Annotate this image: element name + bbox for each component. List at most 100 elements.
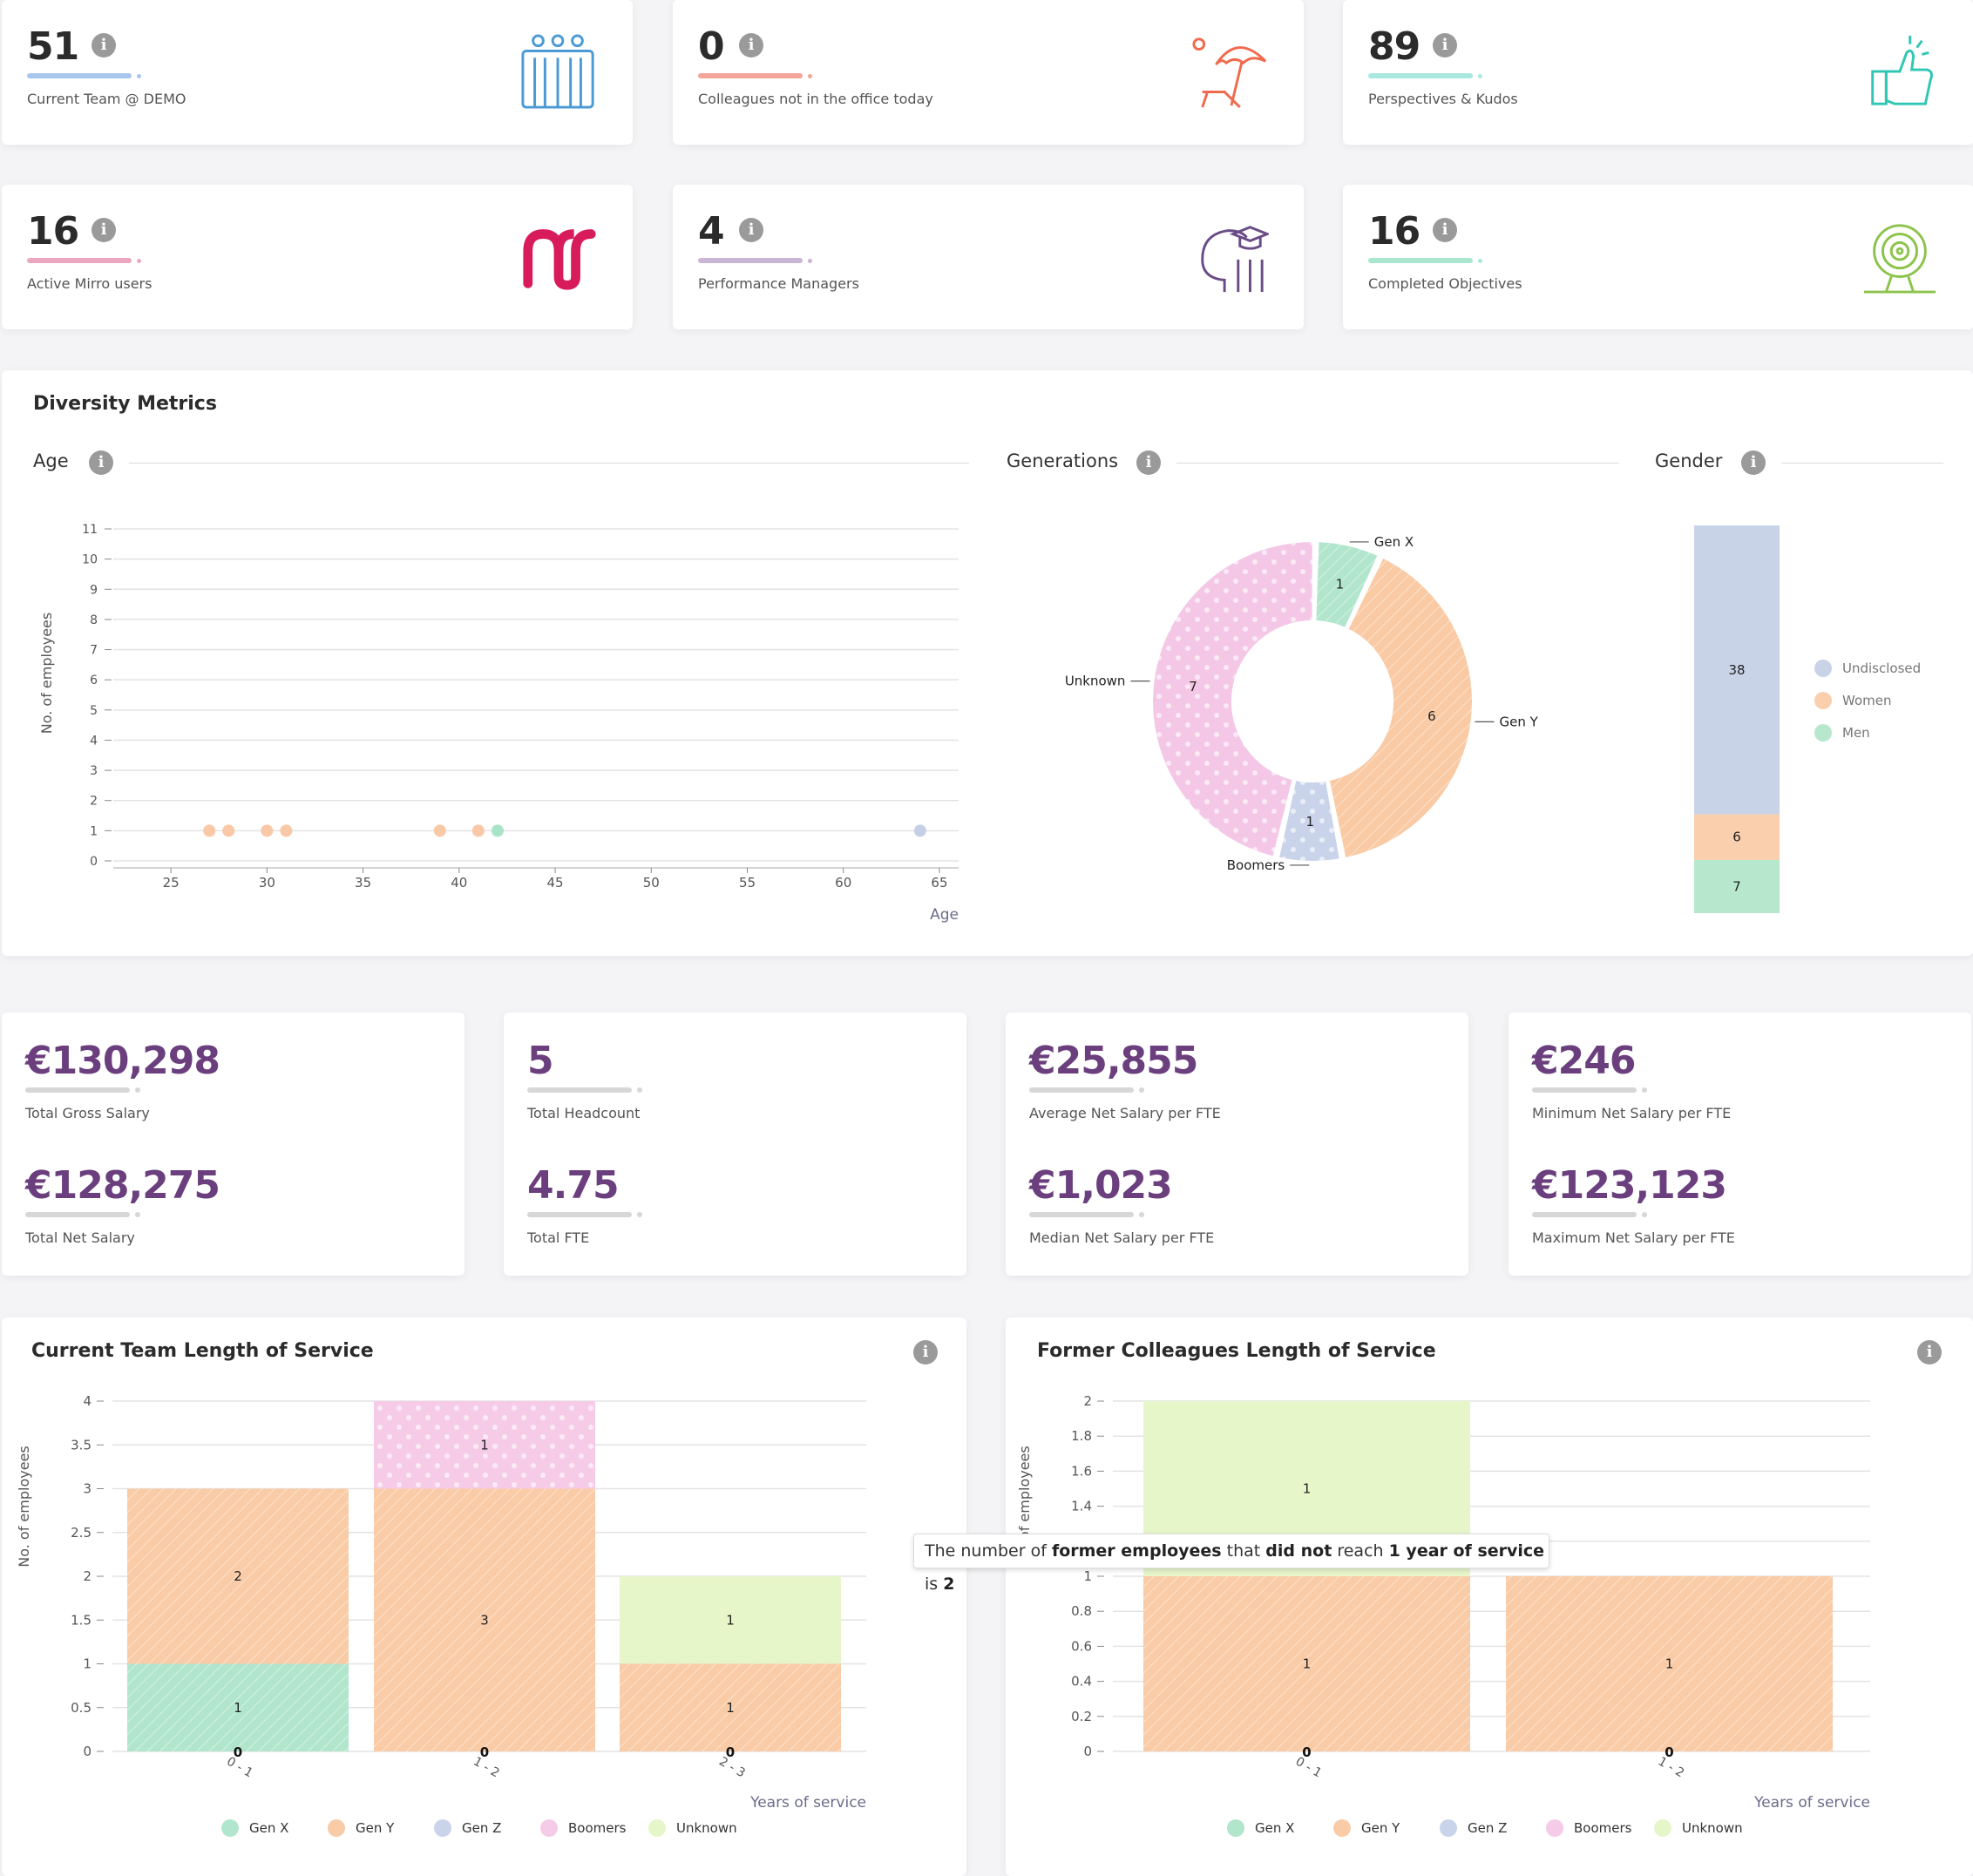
former-service-title: Former Colleagues Length of Service (1037, 1340, 1436, 1362)
scatter-point[interactable] (913, 824, 926, 837)
kpi-accent-dot (1478, 259, 1482, 263)
kpi-value: 4 (698, 209, 725, 254)
info-icon[interactable]: i (92, 33, 116, 58)
legend-swatch[interactable] (221, 1819, 239, 1837)
kpi-label: Active Mirro users (27, 275, 153, 292)
bar-segment[interactable] (374, 1401, 595, 1489)
kpi-accent-dot (137, 259, 141, 263)
info-icon[interactable]: i (739, 33, 763, 58)
legend-label[interactable]: Boomers (1574, 1820, 1632, 1836)
y-tick-label: 4 (90, 734, 98, 748)
legend-label[interactable]: Boomers (568, 1820, 627, 1836)
info-icon[interactable]: i (89, 450, 113, 475)
salary-label: Median Net Salary per FTE (1029, 1229, 1215, 1246)
gender-segment[interactable] (1694, 525, 1780, 815)
legend-swatch[interactable] (1440, 1819, 1457, 1837)
scatter-point[interactable] (491, 824, 504, 837)
info-icon[interactable]: i (92, 218, 116, 242)
mirro-logo-icon (523, 229, 596, 290)
legend-swatch[interactable] (328, 1819, 345, 1837)
gender-segment[interactable] (1694, 814, 1780, 860)
info-icon[interactable]: i (1433, 218, 1457, 242)
salary-accent-dot (637, 1087, 642, 1093)
info-icon[interactable]: i (739, 218, 763, 242)
tooltip-text: reach (1332, 1541, 1389, 1561)
segment-value-label: 7 (1732, 878, 1741, 894)
bar-zero-label: 0 (234, 1744, 242, 1760)
bar-value-label: 1 (1303, 1656, 1312, 1672)
scatter-point[interactable] (222, 824, 235, 837)
scatter-point[interactable] (261, 824, 274, 837)
bar-segment[interactable] (620, 1663, 841, 1752)
kpi-accent-line (1368, 258, 1473, 263)
bar-zero-label: 0 (480, 1744, 489, 1760)
kpi-label: Performance Managers (698, 275, 859, 292)
info-icon[interactable]: i (1136, 450, 1161, 475)
legend-swatch[interactable] (434, 1819, 451, 1837)
legend-swatch[interactable] (1227, 1819, 1244, 1837)
y-tick-label: 2 (90, 795, 98, 809)
bar-segment[interactable] (127, 1488, 349, 1664)
bar-segment[interactable] (1506, 1576, 1833, 1751)
salary-label: Total FTE (527, 1229, 590, 1246)
bar-segment[interactable] (127, 1663, 349, 1752)
donut-slice[interactable] (1277, 778, 1342, 863)
bar-value-label: 3 (480, 1612, 489, 1628)
donut-slice[interactable] (1327, 556, 1474, 860)
y-axis-label: No. of employees (16, 1446, 32, 1567)
y-tick-label: 7 (90, 644, 98, 658)
bar-segment[interactable] (374, 1488, 595, 1752)
legend-label: Women (1842, 693, 1891, 708)
legend-swatch[interactable] (1333, 1819, 1351, 1837)
salary-label: Minimum Net Salary per FTE (1532, 1105, 1732, 1121)
scatter-point[interactable] (433, 824, 446, 837)
divider (1176, 463, 1619, 464)
salary-accent-line (25, 1212, 130, 1217)
scatter-point[interactable] (203, 824, 216, 837)
info-icon[interactable]: i (1917, 1340, 1942, 1365)
kpi-card: 51 i Current Team @ DEMO (2, 0, 633, 145)
legend-swatch[interactable] (648, 1819, 666, 1837)
info-icon[interactable]: i (913, 1340, 938, 1365)
scatter-point[interactable] (280, 824, 293, 837)
y-tick-label: 3.5 (71, 1437, 92, 1453)
legend-label[interactable]: Gen Z (462, 1820, 501, 1836)
legend-label[interactable]: Gen X (1255, 1820, 1294, 1836)
legend-swatch[interactable] (1654, 1819, 1671, 1837)
bar-value-label: 1 (480, 1437, 489, 1453)
legend-swatch[interactable] (1546, 1819, 1563, 1837)
y-tick-label: 2 (1083, 1393, 1092, 1409)
y-tick-label: 1.8 (1071, 1428, 1092, 1444)
y-tick-label: 0.5 (71, 1700, 92, 1716)
y-tick-label: 0 (90, 855, 98, 869)
legend-label[interactable]: Unknown (1682, 1820, 1743, 1836)
chart-tooltip: The number of former employees that did … (913, 1534, 1549, 1594)
legend-label[interactable]: Gen X (249, 1820, 288, 1836)
kpi-accent-line (27, 73, 132, 78)
kpi-card: 0 i Colleagues not in the office today (673, 0, 1304, 145)
legend-label[interactable]: Unknown (676, 1820, 737, 1836)
legend-label[interactable]: Gen Y (1361, 1820, 1400, 1836)
kpi-accent-line (698, 258, 803, 263)
kpi-value: 51 (27, 24, 79, 69)
salary-value: 5 (527, 1039, 554, 1083)
bar-segment[interactable] (620, 1576, 841, 1664)
gender-segment[interactable] (1694, 859, 1780, 913)
gender-title: Gender (1655, 450, 1723, 471)
scatter-point[interactable] (471, 824, 485, 837)
legend-label[interactable]: Gen Z (1468, 1820, 1507, 1836)
legend-swatch[interactable] (540, 1819, 558, 1837)
donut-slice[interactable] (1151, 540, 1314, 858)
donut-slice[interactable] (1314, 540, 1380, 630)
kpi-label: Perspectives & Kudos (1368, 91, 1518, 107)
gender-stacked-bar-chart: 38 6 7 Undisclosed Women Men (1694, 525, 1921, 913)
info-icon[interactable]: i (1741, 450, 1766, 475)
bar-zero-label: 0 (1302, 1744, 1311, 1760)
legend-label[interactable]: Gen Y (356, 1820, 395, 1836)
salary-value: €1,023 (1029, 1163, 1173, 1208)
bar-segment[interactable] (1143, 1576, 1470, 1751)
info-icon[interactable]: i (1433, 33, 1457, 58)
y-tick-label: 0.8 (1071, 1603, 1092, 1619)
salary-value: 4.75 (527, 1163, 620, 1208)
